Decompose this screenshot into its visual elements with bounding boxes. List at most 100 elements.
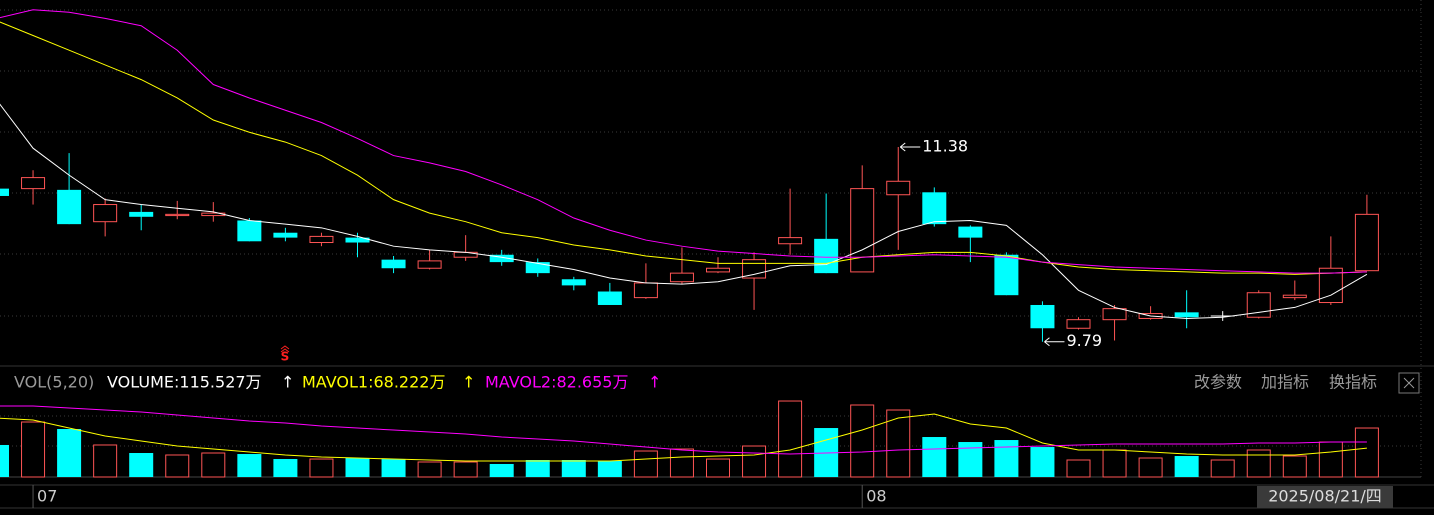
x-tick-label: 07 <box>37 487 57 506</box>
mavol1-arrow: ↑ <box>462 373 475 392</box>
volume-arrow: ↑ <box>281 373 294 392</box>
volume-bar <box>597 461 622 477</box>
volume-bar <box>453 461 478 478</box>
indicator-name: VOL(5,20) <box>14 373 94 392</box>
candle-body <box>922 192 947 225</box>
volume-bar <box>309 458 334 478</box>
candle-body <box>1066 319 1091 329</box>
volume-bar <box>525 459 550 477</box>
signal-arrows <box>280 345 290 353</box>
candle-body <box>1318 267 1343 304</box>
low-arrow <box>1044 337 1065 347</box>
button[interactable]: 改参数 <box>1194 373 1242 392</box>
candle-body <box>1102 308 1127 321</box>
volume-bar <box>958 442 983 477</box>
close-button[interactable] <box>1398 372 1420 394</box>
volume-bar <box>706 458 730 478</box>
candle-body <box>93 204 118 223</box>
candle-body <box>309 235 334 244</box>
volume-bar <box>0 444 9 477</box>
ma-line <box>0 21 1367 275</box>
candle-body <box>1030 304 1055 329</box>
mavol2-arrow: ↑ <box>648 373 661 392</box>
candle-body <box>417 260 442 269</box>
volume-bar <box>381 459 406 477</box>
candle-body <box>1354 213 1379 272</box>
candle-body <box>21 177 46 190</box>
volume-bar <box>1066 459 1091 478</box>
date-box <box>1257 486 1393 508</box>
candle-body <box>1282 294 1307 299</box>
volume-bar <box>1354 427 1379 478</box>
candle-body <box>994 254 1019 296</box>
volume-bar <box>669 448 694 478</box>
volume-value: VOLUME:115.527万 <box>107 373 262 392</box>
volume-bar <box>1282 455 1307 478</box>
candle-body <box>129 211 154 217</box>
volume-bar <box>57 429 82 477</box>
mavol-line <box>0 405 1367 455</box>
candle-body <box>633 282 658 299</box>
volume-bar <box>93 444 118 478</box>
cursor-date: 2025/08/21/四 <box>1268 487 1382 506</box>
candle-body <box>958 226 983 238</box>
volume-bar <box>1246 449 1271 478</box>
signal-marker: S <box>281 350 290 364</box>
volume-bar <box>21 421 46 478</box>
candle-body <box>381 259 406 269</box>
candle-body <box>814 238 839 274</box>
candle-body <box>525 262 550 274</box>
candle-body <box>778 237 803 245</box>
candle-body <box>850 188 875 273</box>
candle-body <box>1174 312 1199 318</box>
candle-body <box>561 279 586 286</box>
volume-bar <box>489 463 514 477</box>
volume-panel <box>0 400 1379 478</box>
candle-body <box>886 180 911 196</box>
volume-bar <box>345 458 370 477</box>
button[interactable]: 换指标 <box>1329 373 1377 392</box>
volume-bar <box>1102 449 1127 478</box>
volume-bar <box>886 409 911 478</box>
candle-body <box>273 232 298 238</box>
volume-bar <box>778 400 803 478</box>
volume-bar <box>633 450 658 478</box>
volume-bar <box>742 445 767 478</box>
volume-bar <box>417 461 442 478</box>
high-label: 11.38 <box>922 136 968 155</box>
price-panel: 11.38 9.79 S <box>0 9 1379 364</box>
mavol-line <box>0 413 1367 462</box>
volume-bar <box>273 459 298 477</box>
candle-body <box>489 254 514 263</box>
mavol2-value: MAVOL2:82.655万 <box>485 373 628 392</box>
volume-bar <box>1210 459 1235 478</box>
button[interactable]: 加指标 <box>1261 373 1309 392</box>
volume-bar <box>1318 441 1343 478</box>
candle-body <box>669 272 694 283</box>
volume-bar <box>201 452 226 478</box>
ma-line <box>0 9 1367 274</box>
candle-body <box>706 267 730 273</box>
volume-bar <box>129 453 154 477</box>
mavol1-value: MAVOL1:68.222万 <box>302 373 445 392</box>
candle-body <box>57 189 82 225</box>
candle-body <box>165 213 190 217</box>
volume-bar <box>1138 457 1163 478</box>
candle-body <box>742 259 767 279</box>
volume-bar <box>165 454 190 478</box>
volume-bar <box>994 440 1019 477</box>
volume-bar <box>561 459 586 477</box>
volume-bar <box>1174 456 1199 477</box>
x-tick-label: 08 <box>866 487 886 506</box>
candle-body <box>345 237 370 243</box>
volume-bar <box>850 404 875 478</box>
candle-body <box>0 188 9 196</box>
high-arrow <box>899 142 921 152</box>
candle-body <box>597 291 622 305</box>
ma-line <box>0 103 1368 319</box>
candle-body <box>237 220 262 242</box>
low-label: 9.79 <box>1066 331 1102 350</box>
